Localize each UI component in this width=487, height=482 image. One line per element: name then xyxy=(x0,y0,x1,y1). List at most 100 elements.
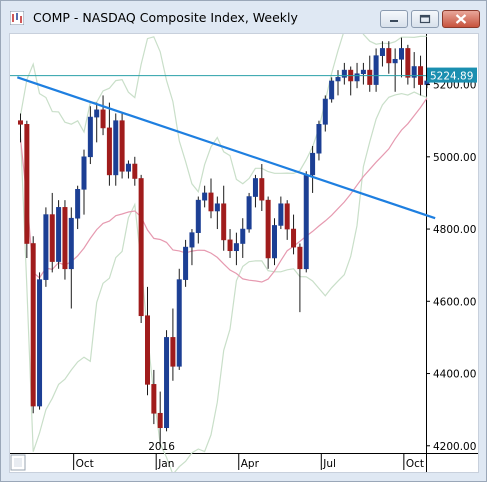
x-tick-label: Jan xyxy=(157,458,174,470)
candle-body xyxy=(367,69,373,85)
candle-body xyxy=(360,69,366,75)
candle xyxy=(170,308,176,381)
candle xyxy=(157,391,163,446)
candle-body xyxy=(164,337,170,429)
candle xyxy=(233,232,239,266)
last-price-label: 5224.89 xyxy=(430,71,473,83)
candle-body xyxy=(157,412,163,429)
candle xyxy=(341,62,347,85)
candle-body xyxy=(151,384,157,414)
candle xyxy=(56,200,62,269)
candle-body xyxy=(284,203,290,230)
app-chart-icon xyxy=(10,11,24,25)
candle-body xyxy=(145,315,151,385)
candle xyxy=(18,113,24,143)
candle xyxy=(87,106,93,165)
candle xyxy=(265,196,271,269)
candle-body xyxy=(87,116,93,158)
candle-body xyxy=(208,192,214,212)
price-chart[interactable]: 4200.004400.004600.004800.005000.005200.… xyxy=(10,14,478,476)
x-tick-label: Oct xyxy=(76,458,94,470)
candle-body xyxy=(227,239,233,252)
maximize-button[interactable] xyxy=(411,10,439,28)
candle xyxy=(291,214,297,255)
candle-body xyxy=(183,246,189,280)
candle-body xyxy=(271,225,277,259)
minimize-button[interactable] xyxy=(380,10,408,28)
candle xyxy=(176,268,182,370)
candle xyxy=(303,171,309,273)
candle xyxy=(49,192,55,273)
candle-body xyxy=(176,279,182,367)
candle-body xyxy=(405,48,411,78)
candle-body xyxy=(316,124,322,154)
candle xyxy=(37,272,43,410)
candle-body xyxy=(138,178,144,317)
candle xyxy=(132,156,138,186)
candle xyxy=(360,62,366,85)
lower-band-line xyxy=(19,91,428,476)
candle xyxy=(252,174,258,208)
candle-body xyxy=(119,120,125,172)
candle xyxy=(367,55,373,92)
candle xyxy=(284,200,290,240)
candle xyxy=(379,41,385,67)
candle xyxy=(195,196,201,244)
candle-body xyxy=(125,163,131,172)
candle-body xyxy=(341,69,347,78)
candle-body xyxy=(68,217,74,270)
chart-canvas[interactable]: 4200.00 4400.00 4600.00 4800.00 5000.00 5200.… xyxy=(9,14,479,476)
candle-body xyxy=(62,207,68,270)
candle-body xyxy=(386,48,392,64)
candle xyxy=(189,229,195,266)
candle-body xyxy=(303,174,309,270)
candle xyxy=(271,218,277,266)
candle xyxy=(24,120,30,258)
candle-body xyxy=(354,73,360,82)
close-button[interactable] xyxy=(442,10,480,28)
candle xyxy=(310,145,316,193)
candle-body xyxy=(398,48,404,60)
close-icon xyxy=(455,14,467,24)
candle-body xyxy=(24,124,30,244)
candle xyxy=(240,218,246,258)
candle xyxy=(221,185,227,251)
candle xyxy=(405,44,411,85)
candle xyxy=(278,196,284,230)
candle-body xyxy=(329,80,335,100)
candle xyxy=(75,185,81,230)
candle xyxy=(100,95,106,136)
x-tick-label: Jul xyxy=(322,458,336,470)
x-tick-label: Apr xyxy=(241,458,260,470)
candle-body xyxy=(37,279,43,407)
candle-body xyxy=(49,214,55,262)
candle xyxy=(208,178,214,219)
candle xyxy=(138,174,144,323)
candle-body xyxy=(43,214,49,280)
candle-body xyxy=(259,178,265,201)
candle-body xyxy=(392,58,398,64)
candle-body xyxy=(94,109,100,118)
moving-average-line xyxy=(19,97,428,283)
horizontal-scrollbar[interactable] xyxy=(10,454,26,471)
candle-body xyxy=(297,246,303,270)
candle-body xyxy=(373,55,379,85)
candle xyxy=(227,229,233,258)
candle-body xyxy=(246,196,252,230)
trendline-descending[interactable] xyxy=(16,76,436,220)
candle xyxy=(68,207,74,309)
candle xyxy=(246,192,252,233)
candle-body xyxy=(113,120,119,176)
candle-body xyxy=(335,77,341,82)
candle-body xyxy=(221,203,227,241)
candle-body xyxy=(291,228,297,248)
candle-body xyxy=(81,156,87,190)
candle xyxy=(145,286,151,396)
candle xyxy=(151,369,157,425)
candle xyxy=(43,207,49,287)
y-tick-label: 4400.00 xyxy=(433,369,476,381)
candle xyxy=(329,77,335,103)
title-bar[interactable]: COMP - NASDAQ Composite Index, Weekly xyxy=(1,1,486,33)
candle xyxy=(392,48,398,92)
